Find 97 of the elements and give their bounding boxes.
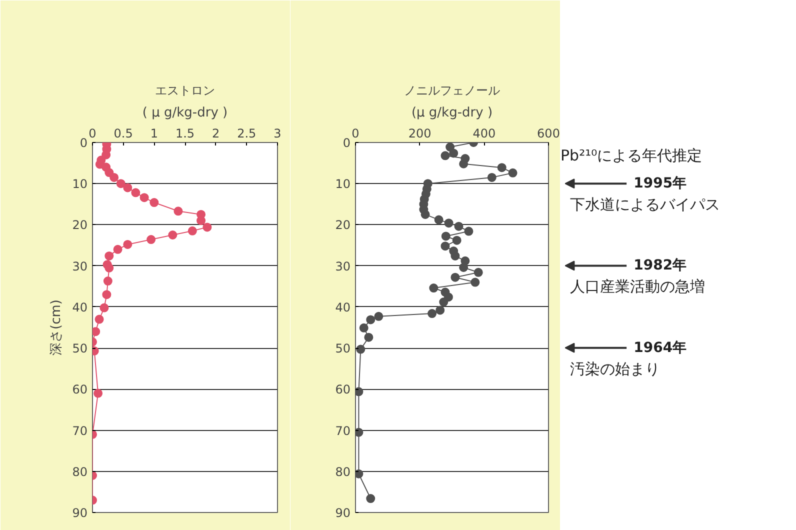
x-tick-label: 600 [537, 126, 560, 140]
point [103, 276, 112, 286]
point [188, 226, 197, 236]
point [374, 312, 384, 321]
point [146, 235, 156, 244]
point [113, 244, 122, 254]
y-tick-label: 50 [335, 342, 351, 356]
point [94, 314, 104, 324]
point [440, 151, 450, 160]
text: 1995年 [634, 176, 687, 192]
point [452, 236, 462, 245]
y-tick-label: 10 [335, 177, 351, 192]
x-tick-label: 1.5 [175, 126, 195, 140]
y-tick-label: 90 [72, 506, 88, 520]
point [92, 327, 100, 336]
point [464, 226, 474, 236]
y-tick-label: 80 [72, 464, 88, 479]
point [364, 332, 374, 342]
point [444, 218, 454, 228]
point [450, 251, 460, 260]
point [459, 159, 468, 168]
x-tick-label: 400 [472, 126, 496, 140]
point [474, 268, 483, 277]
chart-title: エストロン [155, 84, 215, 98]
text: 汚染の始まり [570, 360, 660, 378]
text: 人口産業活動の急増 [570, 278, 705, 296]
point [487, 172, 496, 182]
point [434, 215, 444, 224]
text: 1982年 [634, 258, 687, 274]
y-tick-label: 0 [80, 136, 88, 150]
point [202, 222, 212, 232]
y-tick-label: 40 [335, 300, 351, 314]
point [110, 172, 119, 182]
y-tick-label: 70 [72, 424, 88, 438]
y-tick-label: 60 [72, 382, 88, 397]
point [470, 278, 480, 287]
x-tick-label: 200 [408, 126, 432, 140]
point [356, 387, 364, 396]
point [116, 179, 126, 188]
y-tick-label: 50 [72, 342, 88, 356]
x-tick-label: 1 [150, 126, 158, 140]
y-tick-label: 40 [72, 300, 88, 314]
y-tick-label: 30 [72, 259, 88, 274]
point [440, 242, 450, 251]
point [168, 230, 178, 240]
x-tick-label: 0 [352, 126, 360, 140]
point [439, 298, 448, 307]
x-axis-title: (μ g/kg-dry ) [411, 106, 493, 120]
point [359, 323, 368, 332]
point [174, 206, 183, 216]
point [446, 142, 455, 152]
point [366, 315, 376, 324]
y-tick-label: 30 [335, 259, 351, 274]
y-axis-title: 深さ(cm) [49, 300, 64, 356]
y-tick-label: 20 [72, 218, 88, 232]
point [131, 188, 140, 198]
text: Pb²¹⁰による年代推定 [560, 146, 702, 164]
y-tick-label: 0 [342, 136, 351, 150]
point [436, 306, 445, 315]
point [150, 198, 159, 208]
x-tick-label: 3 [274, 126, 282, 140]
point [102, 290, 112, 300]
point [366, 494, 376, 504]
point [356, 344, 366, 354]
point [429, 284, 438, 293]
point [104, 251, 114, 260]
point [420, 210, 430, 219]
point [428, 309, 437, 318]
point [449, 148, 458, 158]
point [356, 469, 364, 478]
point [104, 263, 114, 272]
y-tick-label: 60 [335, 382, 351, 397]
text: 下水道によるバイパス [570, 196, 720, 214]
y-tick-label: 10 [72, 177, 88, 192]
x-tick-label: 2 [212, 126, 220, 140]
y-tick-label: 20 [335, 218, 351, 232]
point [140, 193, 149, 202]
x-tick-label: 0 [88, 126, 96, 140]
point [356, 428, 364, 437]
point [497, 163, 506, 172]
x-axis-title: ( μ g/kg-dry ) [142, 106, 228, 120]
point [450, 272, 460, 282]
point [123, 183, 132, 192]
point [94, 388, 103, 398]
y-tick-label: 70 [335, 424, 351, 438]
text: 1964年 [634, 340, 687, 356]
x-tick-label: 2.5 [237, 126, 256, 140]
point [459, 262, 468, 272]
y-tick-label: 90 [335, 506, 351, 520]
chart-title: ノニルフェノール [404, 84, 500, 98]
point [441, 232, 450, 241]
point [454, 222, 464, 231]
point [100, 303, 109, 312]
point [123, 240, 132, 249]
x-tick-label: 0.5 [114, 126, 133, 140]
y-tick-label: 80 [335, 464, 351, 479]
point [508, 168, 518, 178]
